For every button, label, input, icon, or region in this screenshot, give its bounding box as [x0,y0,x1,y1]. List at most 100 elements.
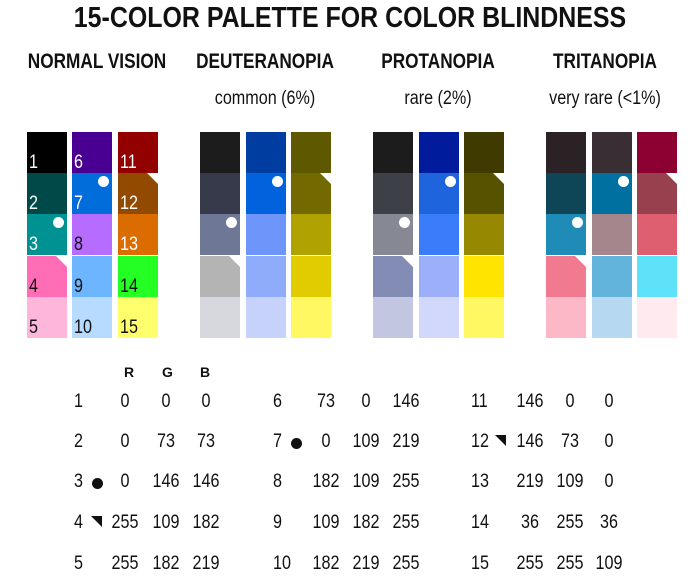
color-swatch [373,214,413,255]
rgb-value: 73 [317,391,335,412]
swatch-number: 6 [74,152,83,173]
triangle-marker-icon [495,435,506,446]
palette-index: 11 [471,391,488,412]
color-swatch [246,173,286,214]
swatch-number: 3 [29,234,38,255]
color-swatch [546,132,586,173]
triangle-marker-icon [402,256,413,267]
color-swatch [291,297,331,338]
color-swatch [200,132,240,173]
rgb-value: 146 [392,391,420,412]
section-title: NORMAL VISION [27,50,167,73]
rgb-value: 0 [201,391,211,412]
rgb-value: 0 [321,431,331,452]
swatch-number: 8 [74,234,83,255]
color-swatch: 10 [72,297,112,338]
swatch-number: 4 [29,276,38,297]
palette-index: 1 [74,391,83,412]
color-swatch [546,214,586,255]
color-swatch [419,256,459,297]
dot-marker-icon [445,176,456,187]
triangle-marker-icon [56,256,67,267]
rgb-value: 0 [604,471,614,492]
color-swatch [592,173,632,214]
rgb-value: 0 [120,391,130,412]
rgb-value: 0 [604,391,614,412]
rgb-value: 73 [197,431,215,452]
rgb-value: 146 [152,471,180,492]
swatch-number: 7 [74,193,83,214]
color-swatch: 14 [118,256,158,297]
color-swatch [637,173,677,214]
palette-index: 10 [273,553,291,574]
color-swatch: 7 [72,173,112,214]
color-swatch [546,173,586,214]
palette-index: 13 [471,471,489,492]
color-swatch: 9 [72,256,112,297]
palette-index: 4 [74,512,83,533]
color-swatch [200,256,240,297]
swatch-number: 13 [120,234,138,255]
palette-index: 7 [273,431,282,452]
section-title: DEUTERANOPIA [196,50,334,73]
rgb-value: 255 [392,471,420,492]
color-swatch [637,132,677,173]
dot-marker-icon [53,217,64,228]
swatch-number: 2 [29,193,38,214]
dot-marker-icon [572,217,583,228]
rgb-value: 182 [152,553,180,574]
color-swatch [592,256,632,297]
section-title: TRITANOPIA [553,50,657,73]
rgb-value: 182 [312,553,340,574]
rgb-value: 0 [565,391,575,412]
rgb-value: 255 [516,553,544,574]
swatch-number: 5 [29,317,38,338]
rgb-value: 0 [120,431,130,452]
color-swatch [246,256,286,297]
color-swatch [592,214,632,255]
triangle-marker-icon [493,173,504,184]
color-swatch [246,214,286,255]
color-swatch [546,256,586,297]
color-swatch [464,256,504,297]
rgb-value: 109 [152,512,180,533]
triangle-marker-icon [91,516,102,527]
color-swatch: 6 [72,132,112,173]
color-swatch [291,132,331,173]
color-swatch [419,214,459,255]
section-title: PROTANOPIA [381,50,495,73]
color-swatch [419,173,459,214]
rgb-value: 255 [392,512,420,533]
swatch-number: 14 [120,276,138,297]
color-swatch [291,214,331,255]
color-swatch: 5 [27,297,67,338]
color-swatch: 3 [27,214,67,255]
triangle-marker-icon [147,173,158,184]
rgb-value: 219 [516,471,544,492]
rgb-value: 219 [392,431,420,452]
rgb-value: 0 [120,471,130,492]
rgb-value: 255 [111,512,139,533]
rgb-value: 0 [604,431,614,452]
rgb-value: 36 [521,512,539,533]
rgb-value: 146 [192,471,220,492]
color-swatch [464,214,504,255]
rgb-value: 255 [392,553,420,574]
rgb-value: 109 [352,431,380,452]
swatch-number: 10 [74,317,92,338]
color-swatch [637,256,677,297]
color-swatch [546,297,586,338]
rgb-value: 182 [352,512,380,533]
rgb-value: 219 [352,553,380,574]
dot-marker-icon [98,176,109,187]
color-swatch [200,297,240,338]
color-swatch [637,297,677,338]
rgb-value: 109 [556,471,584,492]
dot-marker-icon [92,478,103,489]
color-swatch: 13 [118,214,158,255]
rgb-value: 0 [361,391,371,412]
color-swatch: 1 [27,132,67,173]
rgb-value: 219 [192,553,220,574]
palette-index: 5 [74,553,83,574]
color-swatch [464,132,504,173]
